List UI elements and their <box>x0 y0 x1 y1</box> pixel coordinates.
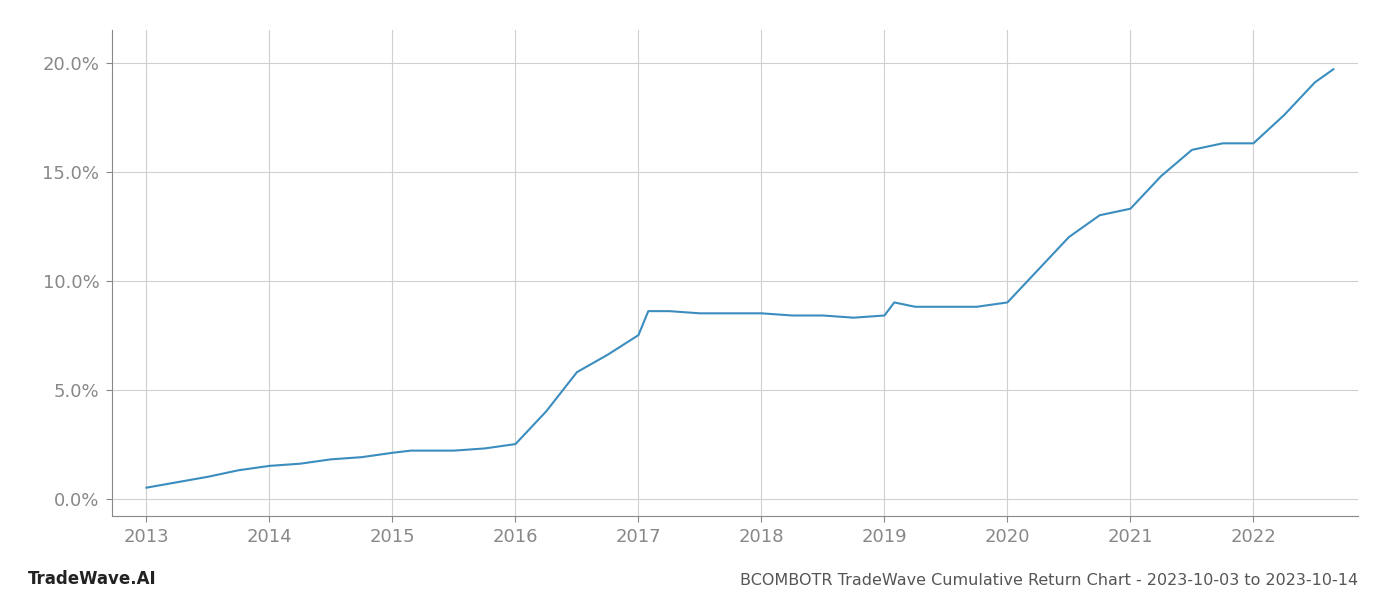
Text: BCOMBOTR TradeWave Cumulative Return Chart - 2023-10-03 to 2023-10-14: BCOMBOTR TradeWave Cumulative Return Cha… <box>739 573 1358 588</box>
Text: TradeWave.AI: TradeWave.AI <box>28 570 157 588</box>
